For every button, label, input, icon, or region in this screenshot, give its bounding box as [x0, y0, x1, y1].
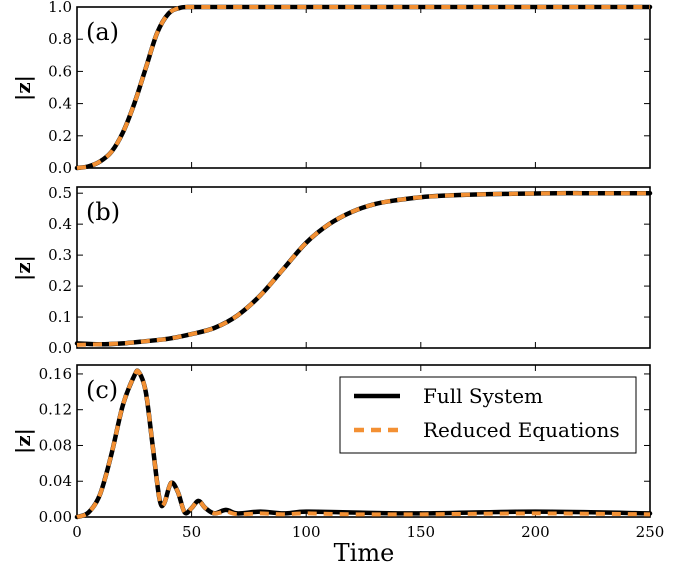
panel-b-ytick-label-5: 0.5: [48, 184, 72, 202]
panel-c-ytick-label-2: 0.08: [39, 436, 72, 454]
xtick-label-2: 100: [292, 523, 321, 541]
panel-c-ylabel: |z|: [11, 428, 35, 454]
panel-c-series-reduced-equations: [76, 368, 651, 519]
xtick-label-1: 50: [182, 523, 201, 541]
panel-b-ytick-label-0: 0.0: [48, 339, 72, 357]
panel-a-ytick-label-2: 0.4: [48, 95, 72, 113]
panel-a-series-full-system: [74, 4, 653, 171]
legend-label-reduced-equations: Reduced Equations: [423, 418, 620, 442]
panel-a-label: (a): [86, 18, 119, 46]
panel-a-ytick-label-1: 0.2: [48, 127, 72, 145]
panel-c-ytick-label-0: 0.00: [39, 508, 72, 526]
legend-box: [339, 376, 637, 454]
legend: Full System Reduced Equations: [339, 376, 637, 454]
panel-a-ytick-label-0: 0.0: [48, 159, 72, 177]
xtick-label-5: 250: [636, 523, 665, 541]
panel-b-ytick-label-4: 0.4: [48, 215, 72, 233]
xtick-label-3: 150: [406, 523, 435, 541]
panel-b-ytick-label-1: 0.1: [48, 308, 72, 326]
legend-label-full-system: Full System: [423, 384, 543, 408]
panel-b-label: (b): [86, 198, 120, 226]
panel-a-ytick-label-3: 0.6: [48, 62, 72, 80]
x-axis-label: Time: [334, 539, 395, 567]
panel-b-ylabel: |z|: [11, 255, 35, 281]
panel-c-ytick-label-3: 0.12: [39, 401, 72, 419]
panel-c-frame: [76, 364, 651, 518]
xtick-label-4: 200: [521, 523, 550, 541]
panel-a-ylabel: |z|: [11, 75, 35, 101]
series-layer: [74, 4, 653, 520]
panel-c-ytick-label-4: 0.16: [39, 365, 72, 383]
xtick-label-0: 0: [72, 523, 82, 541]
panel-b-frame: [76, 186, 651, 349]
panel-b-ytick-label-3: 0.3: [48, 246, 72, 264]
panel-b-series-full-system: [74, 190, 653, 347]
panel-a-series-reduced-equations: [76, 4, 650, 170]
panel-a-frame: [76, 6, 651, 169]
panel-a-ytick-label-5: 1.0: [48, 0, 72, 16]
panel-c-label: (c): [86, 376, 118, 404]
panel-a-ytick-label-4: 0.8: [48, 30, 72, 48]
panel-c-ytick-label-1: 0.04: [39, 472, 72, 490]
ticks-layer: 0.0 0.2 0.4 0.6 0.8 1.0 0.0 0.1 0.2 0.3 0.4 0.5 0.00…: [39, 0, 665, 541]
panel-b-ytick-label-2: 0.2: [48, 277, 72, 295]
panel-b-series-reduced-equations: [76, 191, 650, 347]
